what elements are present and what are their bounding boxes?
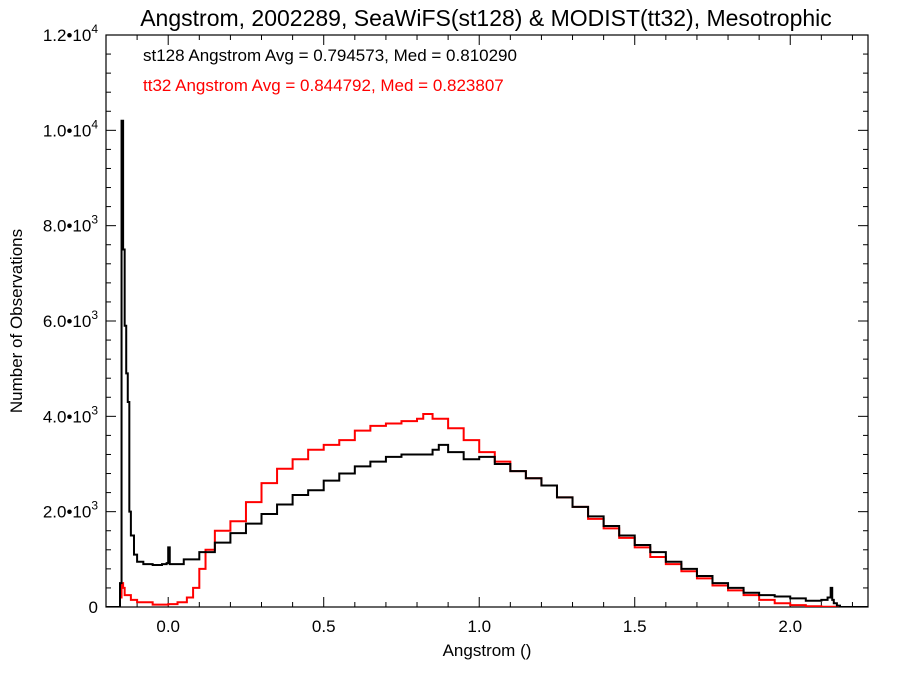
y-tick-label: 1.0•104 — [43, 117, 99, 140]
x-tick-label: 0.5 — [312, 617, 336, 636]
series-st128-line — [106, 119, 868, 607]
annotation-layer: st128 Angstrom Avg = 0.794573, Med = 0.8… — [143, 46, 517, 95]
x-axis-label: Angstrom () — [443, 641, 532, 660]
axis-ticks — [106, 34, 868, 608]
plot-frame — [105, 34, 869, 608]
x-tick-label: 1.5 — [623, 617, 647, 636]
y-axis-label: Number of Observations — [7, 229, 26, 413]
series-tt32-line — [106, 412, 868, 607]
y-tick-label: 0 — [89, 598, 98, 617]
y-tick-label: 2.0•103 — [43, 499, 99, 522]
axis-tick-labels: 0.0 0.5 1.0 1.5 2.0 0 2.0•103 4.0•103 6.0•103 8.0… — [43, 22, 802, 636]
st128-stats-annotation: st128 Angstrom Avg = 0.794573, Med = 0.8… — [143, 46, 517, 65]
tt32-stats-annotation: tt32 Angstrom Avg = 0.844792, Med = 0.82… — [143, 76, 504, 95]
y-tick-label: 6.0•103 — [43, 308, 99, 331]
y-tick-label: 4.0•103 — [43, 403, 99, 426]
x-tick-label: 2.0 — [778, 617, 802, 636]
y-tick-label: 8.0•103 — [43, 213, 99, 236]
y-tick-label: 1.2•104 — [43, 22, 99, 45]
series-layer — [106, 119, 868, 607]
x-tick-label: 1.0 — [467, 617, 491, 636]
x-tick-label: 0.0 — [156, 617, 180, 636]
chart-title: Angstrom, 2002289, SeaWiFS(st128) & MODI… — [140, 5, 832, 31]
